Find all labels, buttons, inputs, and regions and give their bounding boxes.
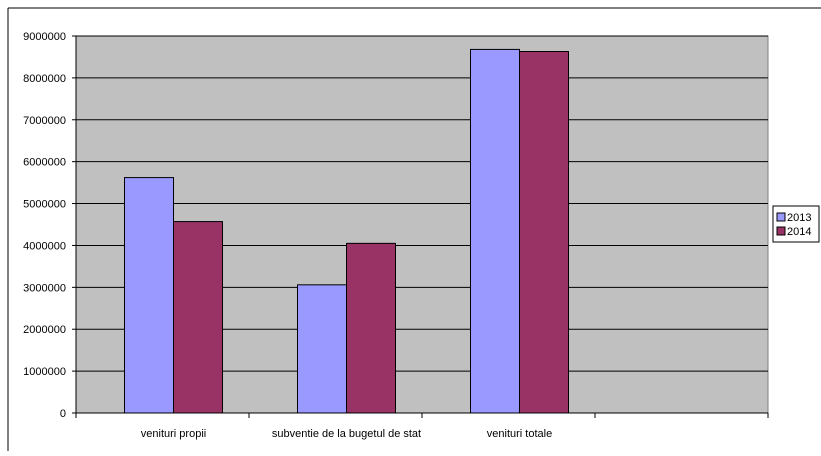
x-tick-label: venituri totale	[487, 428, 552, 440]
bar-2014-2	[519, 50, 569, 414]
legend-label-2014: 2014	[787, 226, 811, 238]
y-tick-label: 9000000	[23, 31, 66, 43]
legend-label-2013: 2013	[787, 212, 811, 224]
bar-2013-0	[124, 177, 174, 414]
y-tick-label: 1000000	[23, 366, 66, 378]
axes: 0 1000000 2000000 3000000 4000000 5000000 6000…	[23, 31, 769, 440]
legend-swatch-2013	[776, 212, 786, 222]
y-tick-label: 8000000	[23, 73, 66, 85]
bars	[124, 48, 569, 414]
y-tick-label: 6000000	[23, 157, 66, 169]
bar-2014-0	[173, 221, 223, 414]
y-tick-label: 2000000	[23, 324, 66, 336]
y-tick-label: 7000000	[23, 115, 66, 127]
bar-2013-2	[470, 48, 520, 414]
legend-box	[772, 205, 820, 243]
x-tick-label: venituri propii	[141, 428, 206, 440]
y-tick-label: 5000000	[23, 199, 66, 211]
y-tick-label: 0	[60, 408, 66, 420]
y-tick-label: 3000000	[23, 282, 66, 294]
legend-swatch-2014	[776, 226, 786, 236]
bar-2013-1	[297, 284, 347, 414]
x-tick-label: subventie de la bugetul de stat	[272, 428, 421, 440]
y-tick-label: 4000000	[23, 240, 66, 252]
bar-2014-1	[346, 242, 396, 414]
legend: 2013 2014	[772, 205, 820, 243]
